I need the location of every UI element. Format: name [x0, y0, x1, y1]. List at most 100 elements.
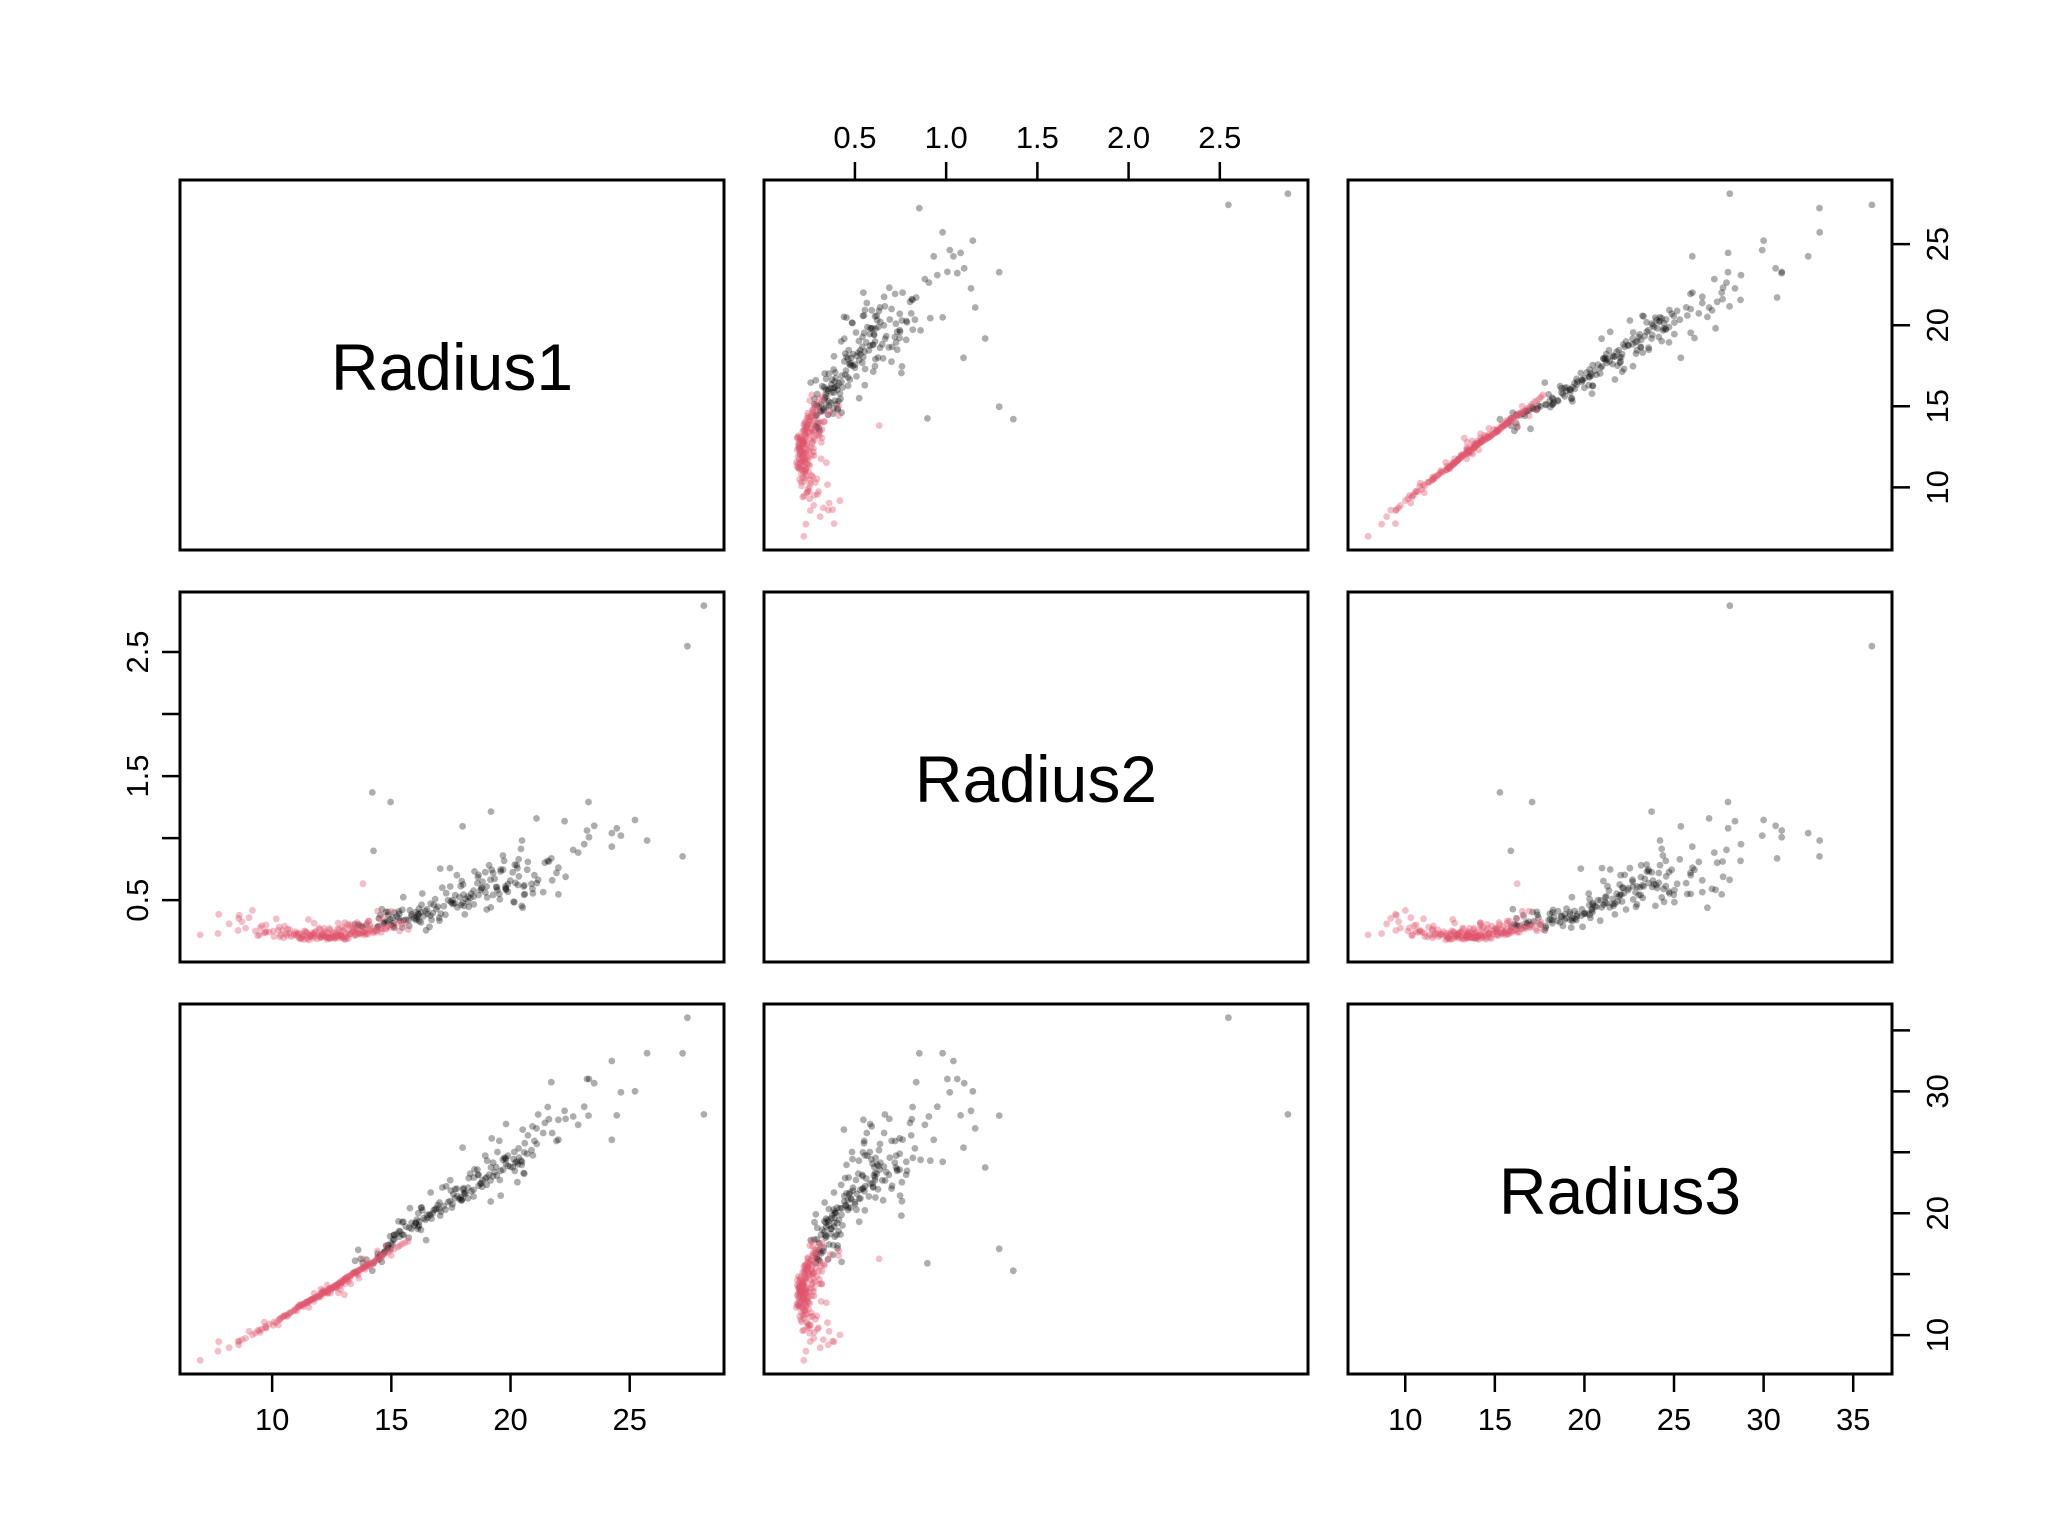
data-point-malignant	[457, 882, 465, 890]
data-point-benign	[1482, 434, 1490, 441]
data-point-malignant	[981, 1164, 989, 1171]
data-point-benign	[265, 1320, 273, 1328]
data-point-benign	[286, 926, 294, 934]
data-point-benign	[1450, 460, 1458, 468]
data-point-benign	[1478, 437, 1485, 444]
data-point-benign	[804, 1255, 812, 1263]
data-point-malignant	[1648, 868, 1656, 876]
data-point-malignant	[448, 1204, 456, 1211]
data-point-malignant	[426, 1211, 433, 1218]
data-point-benign	[1457, 452, 1465, 460]
data-point-benign	[295, 934, 303, 942]
data-point-malignant	[487, 808, 495, 815]
data-point-benign	[404, 1237, 412, 1245]
data-point-benign	[809, 1252, 817, 1260]
data-point-benign	[1513, 880, 1521, 888]
data-point-benign	[818, 1280, 826, 1288]
data-point-malignant	[514, 864, 521, 872]
data-point-benign	[1473, 934, 1481, 942]
data-point-benign	[355, 1266, 362, 1274]
data-point-malignant	[1688, 252, 1696, 260]
data-point-benign	[1410, 922, 1418, 929]
data-point-malignant	[436, 917, 443, 925]
data-point-benign	[1447, 462, 1454, 470]
data-point-benign	[1495, 919, 1503, 926]
data-point-malignant	[1509, 905, 1517, 913]
data-point-benign	[1464, 446, 1472, 454]
data-point-benign	[808, 1266, 815, 1273]
data-point-benign	[1447, 931, 1455, 938]
data-point-malignant	[830, 389, 838, 396]
data-point-malignant	[1676, 855, 1684, 863]
data-point-malignant	[1581, 910, 1588, 918]
data-point-benign	[1466, 924, 1473, 932]
data-point-malignant	[417, 1226, 425, 1234]
data-point-benign	[835, 412, 843, 420]
data-point-benign	[810, 434, 817, 441]
data-point-malignant	[844, 374, 852, 381]
data-point-benign	[795, 1302, 803, 1310]
data-point-malignant	[1710, 849, 1718, 856]
data-point-benign	[1485, 433, 1493, 441]
data-point-malignant	[502, 884, 510, 892]
data-point-benign	[804, 421, 812, 429]
data-point-benign	[1470, 444, 1478, 452]
data-point-malignant	[888, 343, 896, 351]
data-point-benign	[803, 1266, 810, 1273]
data-point-malignant	[855, 337, 863, 345]
data-point-malignant	[1561, 393, 1569, 400]
data-point-benign	[815, 424, 823, 432]
data-point-benign	[316, 933, 324, 941]
data-point-benign	[1499, 930, 1506, 938]
data-point-malignant	[1547, 916, 1554, 923]
data-point-benign	[1517, 921, 1524, 929]
data-point-malignant	[1574, 910, 1581, 918]
data-point-benign	[1470, 445, 1478, 452]
data-point-malignant	[1653, 325, 1661, 332]
data-point-benign	[815, 1253, 822, 1260]
data-point-benign	[795, 464, 803, 471]
data-point-malignant	[499, 1166, 507, 1174]
data-point-malignant	[510, 1148, 518, 1156]
data-point-malignant	[1614, 362, 1621, 370]
data-point-malignant	[1522, 408, 1530, 415]
data-point-malignant	[926, 314, 934, 322]
data-point-malignant	[389, 1236, 397, 1243]
data-point-malignant	[820, 1244, 828, 1252]
data-point-malignant	[1611, 376, 1619, 383]
data-point-benign	[812, 1315, 819, 1323]
data-point-benign	[1499, 423, 1506, 431]
data-point-malignant	[852, 329, 860, 336]
data-point-malignant	[481, 868, 489, 876]
data-point-benign	[376, 1252, 384, 1260]
data-point-malignant	[953, 269, 961, 277]
data-point-malignant	[902, 317, 910, 325]
data-point-benign	[1451, 455, 1459, 463]
data-point-benign	[1502, 417, 1510, 425]
data-point-malignant	[1633, 346, 1641, 354]
data-point-benign	[794, 1276, 801, 1284]
data-point-benign	[1454, 456, 1462, 464]
data-point-benign	[1485, 430, 1493, 438]
data-point-malignant	[868, 1156, 875, 1163]
data-point-benign	[1443, 934, 1451, 942]
data-point-malignant	[902, 1158, 910, 1166]
data-point-benign	[813, 1312, 821, 1320]
data-point-malignant	[851, 361, 859, 368]
data-point-malignant	[497, 1167, 505, 1175]
data-point-malignant	[848, 319, 856, 326]
data-point-benign	[401, 918, 409, 926]
data-point-malignant	[1603, 359, 1611, 367]
data-point-malignant	[1512, 921, 1520, 929]
data-point-benign	[805, 454, 813, 462]
data-point-malignant	[811, 395, 818, 403]
data-point-malignant	[893, 346, 901, 354]
data-point-benign	[797, 1289, 805, 1297]
axis-tick-label-radius3: 15	[1478, 1402, 1512, 1437]
axis-tick-label-radius2: 0.5	[833, 120, 876, 155]
data-point-malignant	[820, 405, 828, 413]
data-point-benign	[1522, 406, 1530, 414]
data-point-benign	[1494, 427, 1502, 435]
data-point-benign	[1484, 925, 1492, 932]
data-point-malignant	[995, 1112, 1003, 1119]
